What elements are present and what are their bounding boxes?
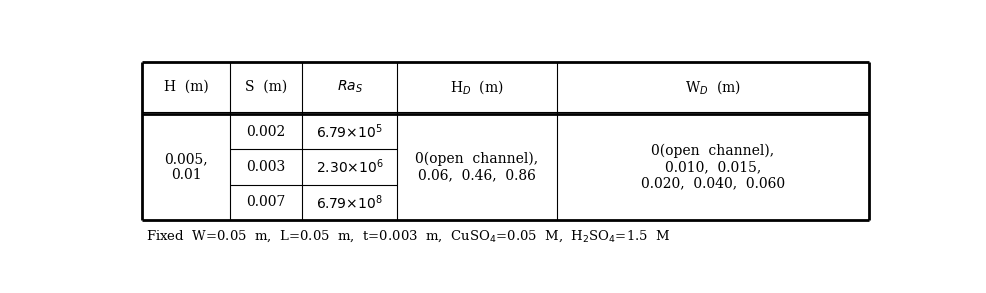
Text: H  (m): H (m) — [164, 80, 208, 94]
Text: 0.005,
0.01: 0.005, 0.01 — [164, 152, 208, 182]
Text: Fixed  W=0.05  m,  L=0.05  m,  t=0.003  m,  CuSO$_4$=0.05  M,  H$_2$SO$_4$=1.5  : Fixed W=0.05 m, L=0.05 m, t=0.003 m, CuS… — [146, 228, 670, 244]
Text: 0.002: 0.002 — [246, 125, 285, 139]
Text: W$_D$  (m): W$_D$ (m) — [684, 78, 740, 96]
Text: 0(open  channel),
0.010,  0.015,
0.020,  0.040,  0.060: 0(open channel), 0.010, 0.015, 0.020, 0.… — [640, 144, 784, 190]
Text: $6.79{\times}10^8$: $6.79{\times}10^8$ — [316, 193, 383, 212]
Text: 0.003: 0.003 — [246, 160, 285, 174]
Text: $6.79{\times}10^5$: $6.79{\times}10^5$ — [316, 122, 383, 141]
Text: 0(open  channel),
0.06,  0.46,  0.86: 0(open channel), 0.06, 0.46, 0.86 — [415, 152, 537, 183]
Text: $2.30{\times}10^6$: $2.30{\times}10^6$ — [316, 158, 384, 176]
Text: 0.007: 0.007 — [246, 195, 285, 209]
Text: H$_D$  (m): H$_D$ (m) — [450, 78, 503, 96]
Text: $\mathit{Ra}_S$: $\mathit{Ra}_S$ — [336, 79, 362, 95]
Text: S  (m): S (m) — [245, 80, 287, 94]
